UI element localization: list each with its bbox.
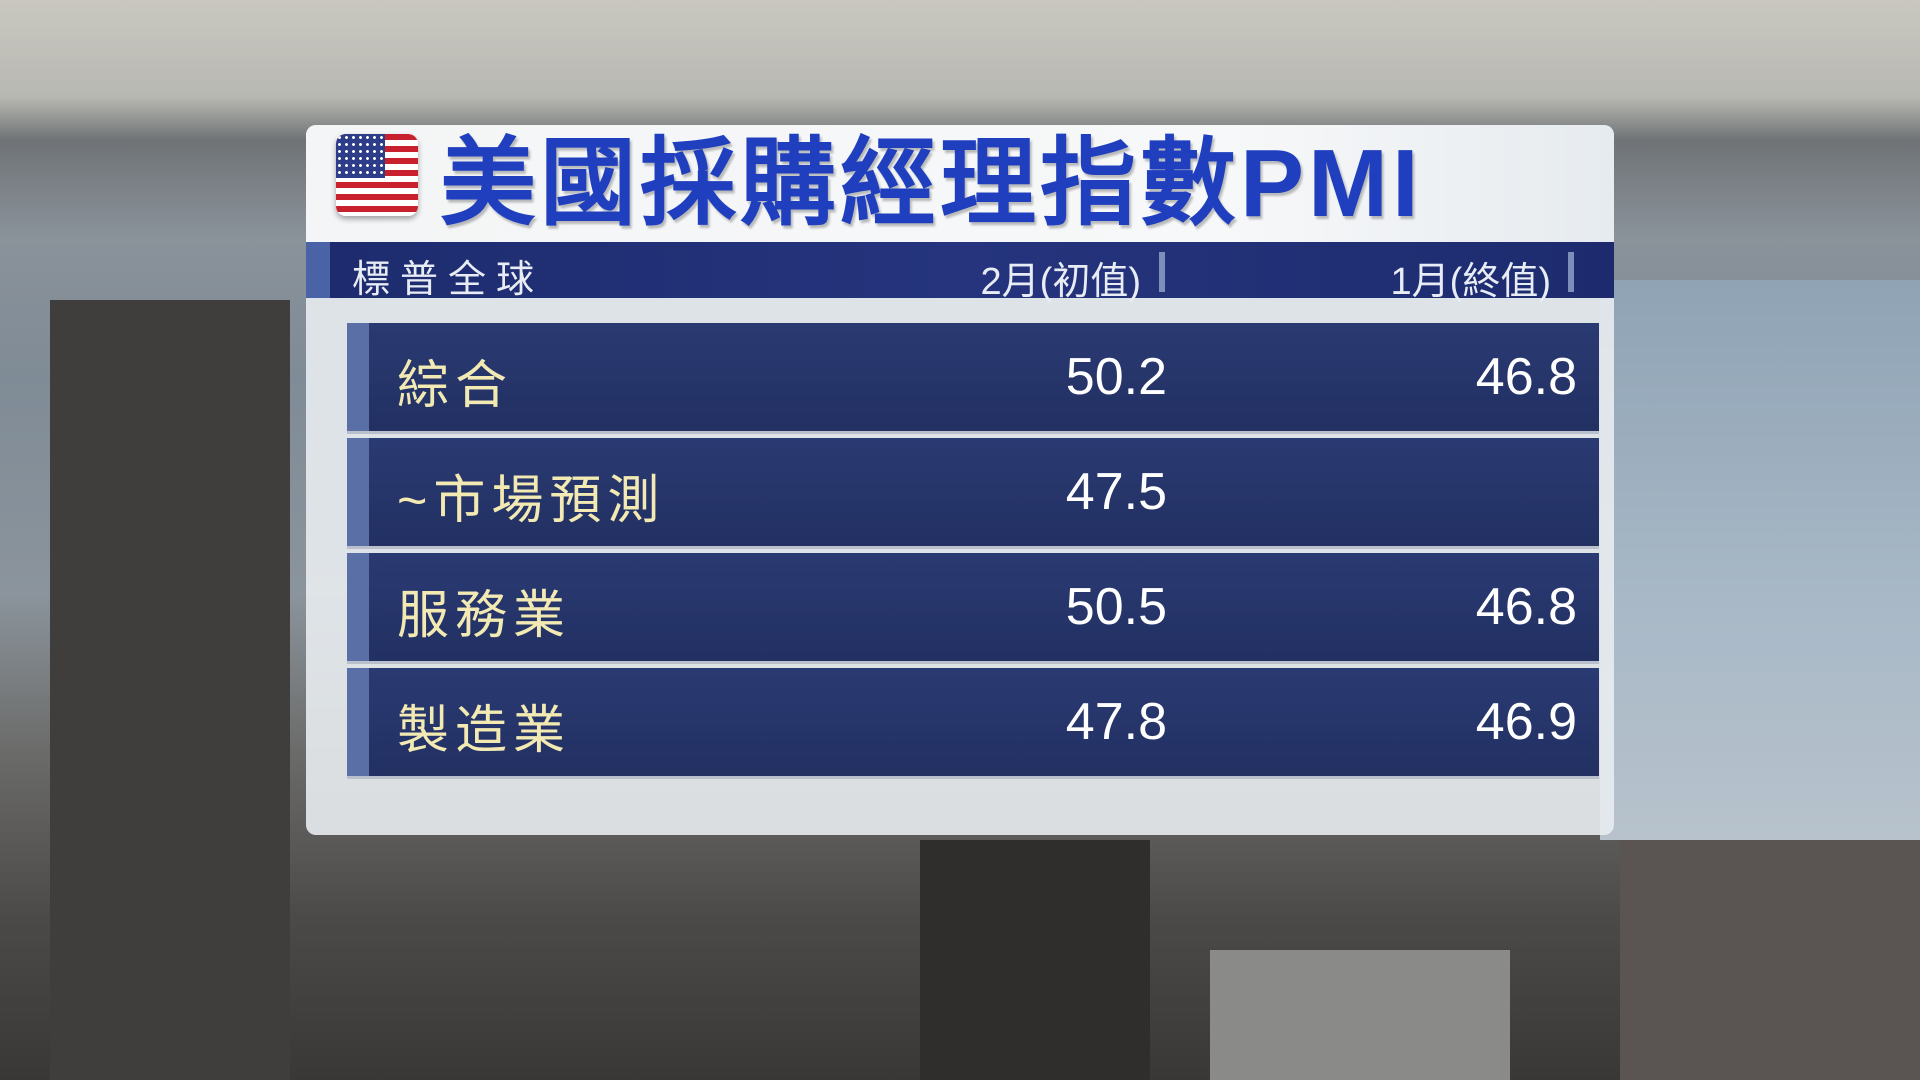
background-water [1600,280,1920,840]
page-title: 美國採購經理指數PMI [440,130,1423,237]
row-label: ~市場預測 [397,472,666,530]
row-label: 製造業 [397,702,572,760]
column-separator [1159,252,1165,292]
table-row: ~市場預測 47.5 [347,438,1599,549]
row-accent [347,668,369,776]
value-jan: 46.9 [1475,693,1577,751]
row-accent [347,323,369,431]
table-row: 服務業 50.5 46.8 [347,553,1599,664]
value-feb: 47.8 [1065,693,1167,751]
column-header-jan: 1月(終值) [1390,261,1551,303]
value-feb: 47.5 [1065,463,1167,521]
value-feb: 50.2 [1065,348,1167,406]
value-feb: 50.5 [1065,578,1167,636]
header-accent [306,242,330,298]
value-jan: 46.8 [1475,578,1577,636]
pmi-panel: 美國採購經理指數PMI 標普全球 2月(初值) 1月(終值) 綜合 50.2 4… [306,125,1614,835]
background-building [50,300,290,1080]
background-building [1620,840,1920,1080]
column-separator [1568,252,1574,292]
row-accent [347,553,369,661]
column-header-feb: 2月(初值) [980,261,1141,303]
title-bar: 美國採購經理指數PMI [306,125,1614,242]
row-label: 綜合 [397,357,514,415]
us-flag-icon [336,134,418,216]
value-jan: 46.8 [1475,348,1577,406]
row-accent [347,438,369,546]
source-label: 標普全球 [352,259,545,301]
background-building [1210,950,1510,1080]
table-row: 製造業 47.8 46.9 [347,668,1599,779]
table-row: 綜合 50.2 46.8 [347,323,1599,434]
table-header: 標普全球 2月(初值) 1月(終值) [306,242,1614,303]
background-building [920,840,1150,1080]
row-label: 服務業 [397,587,572,645]
